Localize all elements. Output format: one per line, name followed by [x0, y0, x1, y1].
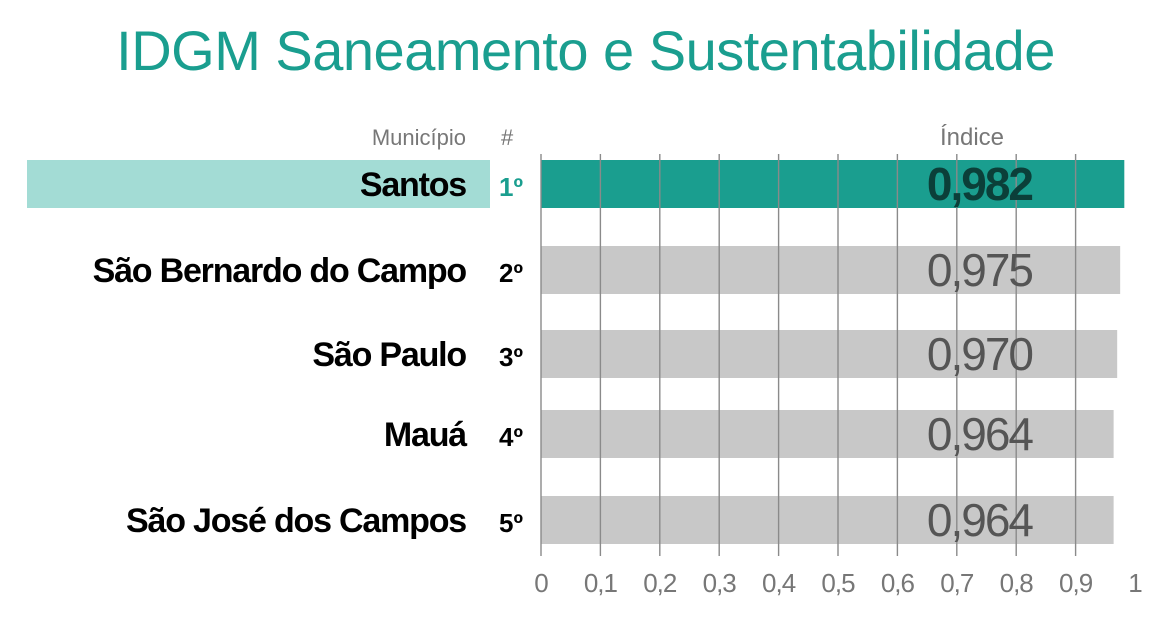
x-tick-label: 0,1	[584, 568, 618, 598]
x-tick-label: 0,6	[881, 568, 915, 598]
bar	[541, 410, 1114, 458]
bar	[541, 496, 1114, 544]
x-tick-label: 1	[1128, 568, 1142, 598]
category-label: São Paulo	[312, 336, 466, 374]
rank-label: 3º	[499, 342, 523, 372]
bar	[541, 160, 1125, 208]
header-municipio: Município	[372, 125, 466, 150]
chart-title: IDGM Saneamento e Sustentabilidade	[116, 19, 1055, 82]
header-indice: Índice	[940, 124, 1004, 151]
value-label: 0,982	[927, 158, 1033, 210]
rank-label: 1º	[499, 172, 523, 202]
category-label: Santos	[360, 166, 466, 204]
highlight-label-background	[27, 160, 490, 208]
x-tick-label: 0,5	[821, 568, 855, 598]
x-tick-label: 0,4	[762, 568, 796, 598]
rank-label: 4º	[499, 422, 523, 452]
x-tick-label: 0,2	[643, 568, 677, 598]
bar	[541, 330, 1118, 378]
x-tick-label: 0,8	[1000, 568, 1034, 598]
x-tick-label: 0,9	[1059, 568, 1093, 598]
rank-label: 2º	[499, 258, 523, 288]
rank-label: 5º	[499, 508, 523, 538]
x-tick-label: 0,3	[703, 568, 737, 598]
value-label: 0,970	[927, 328, 1033, 380]
value-label: 0,975	[927, 244, 1033, 296]
category-label: São Bernardo do Campo	[93, 252, 467, 290]
header-rank: #	[501, 125, 514, 150]
value-label: 0,964	[927, 494, 1034, 546]
x-tick-label: 0	[534, 568, 548, 598]
x-tick-label: 0,7	[940, 568, 974, 598]
category-label: Mauá	[384, 416, 467, 454]
category-label: São José dos Campos	[126, 502, 466, 540]
value-label: 0,964	[927, 408, 1034, 460]
bar	[541, 246, 1121, 294]
